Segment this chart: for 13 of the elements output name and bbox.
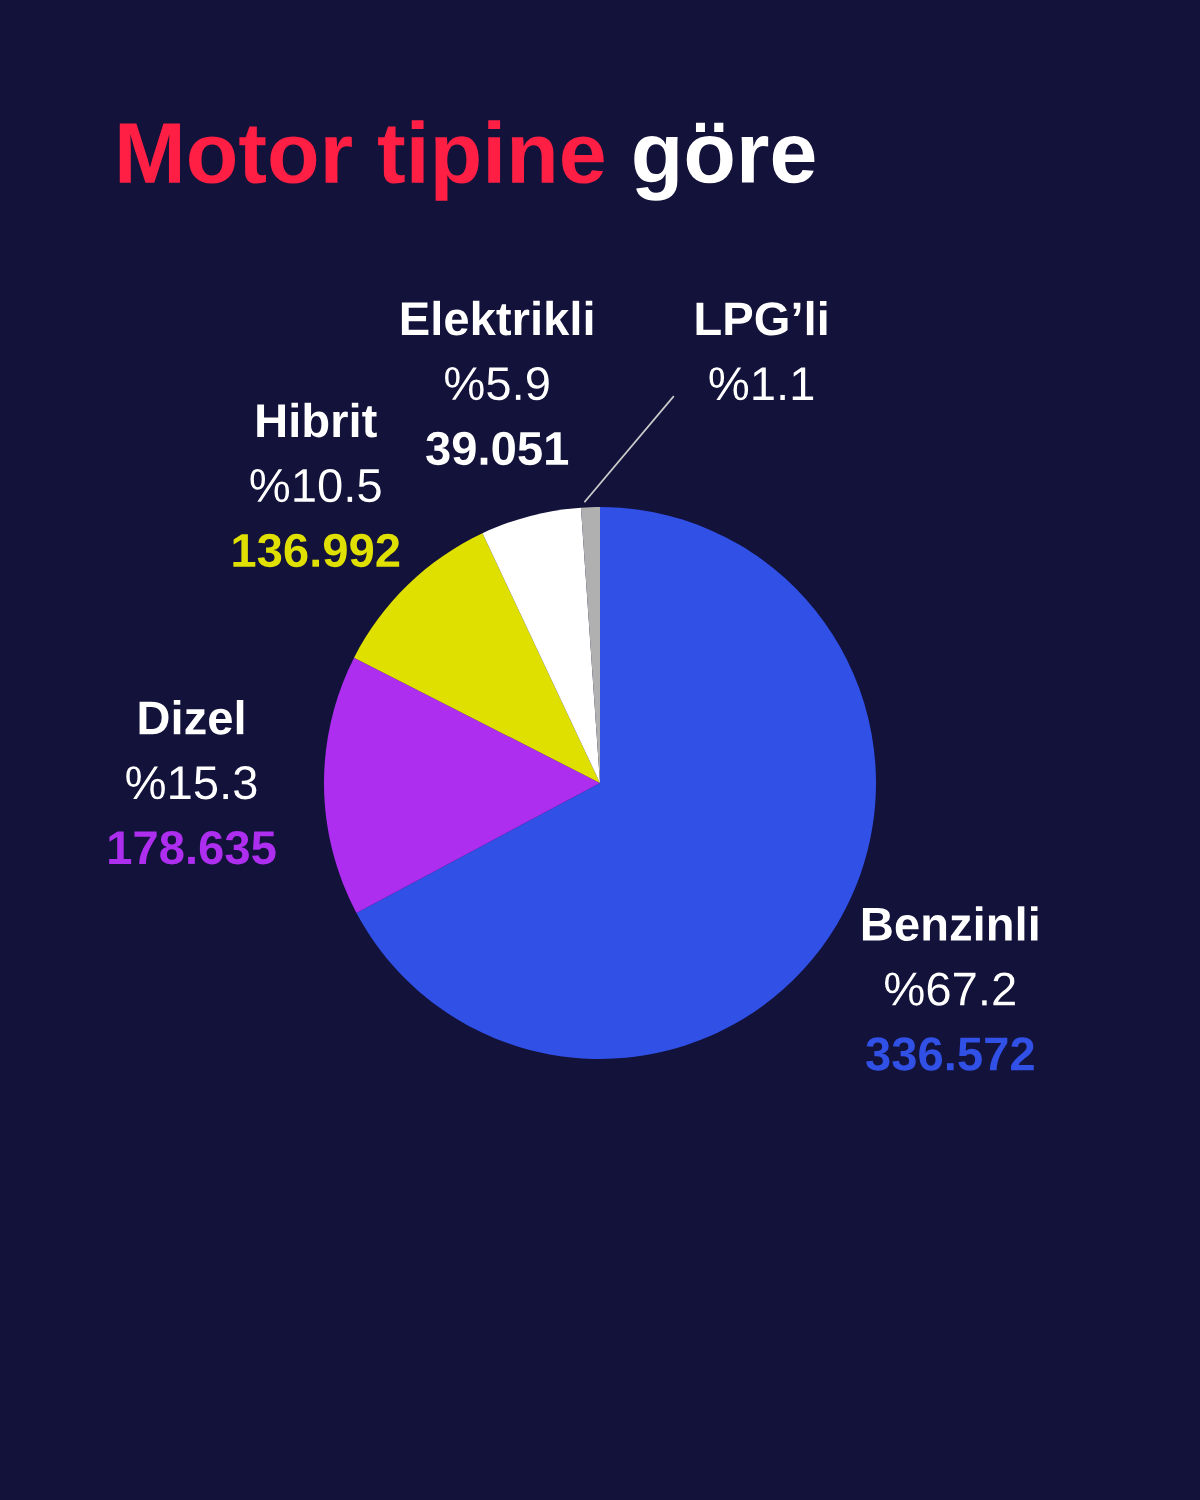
chart-title: Motor tipine göre	[119, 120, 815, 201]
data-label: %5.9 39.051	[426, 366, 569, 466]
pie-slice	[482, 507, 600, 783]
data-label: %15.3 178.635	[109, 766, 276, 865]
slice-label: Dizel	[139, 699, 244, 735]
pie-slice	[324, 657, 600, 913]
slice-label: LPG’li	[696, 300, 827, 336]
slice-label: Benzinli	[862, 906, 1038, 941]
slice-label: Elektrikli	[401, 300, 593, 336]
data-label: %67.2 336.572	[866, 972, 1034, 1071]
slice-label: Hibrit	[257, 402, 377, 438]
data-label: %10.5 136.992	[233, 468, 400, 568]
data-label: %1.1	[709, 367, 814, 401]
